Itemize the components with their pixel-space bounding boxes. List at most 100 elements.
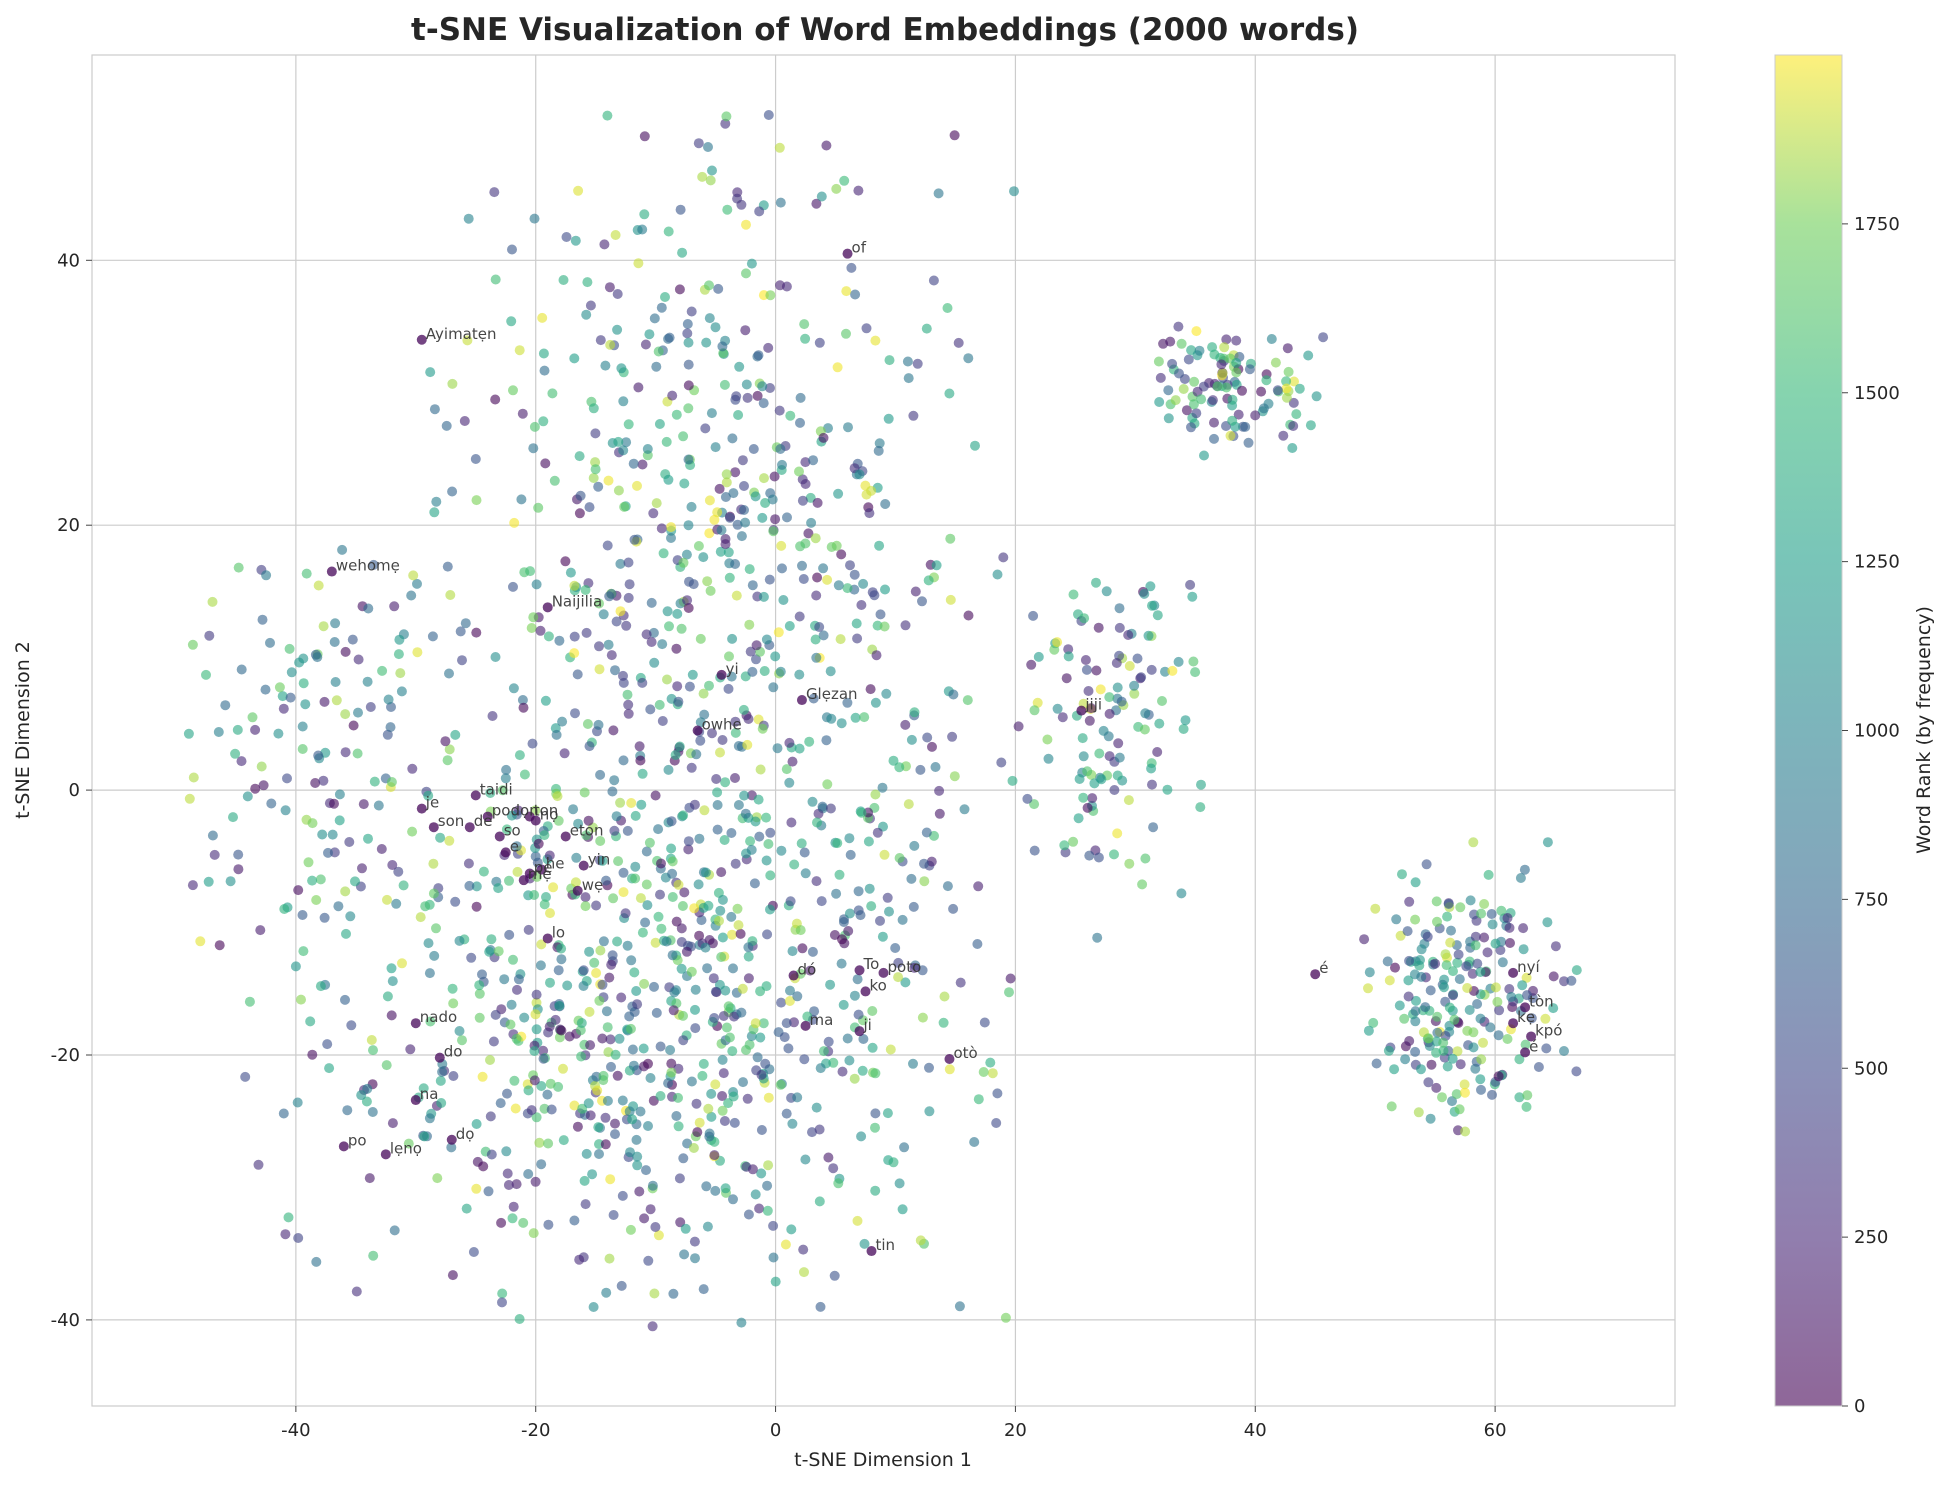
scatter-point <box>723 547 734 558</box>
scatter-point <box>1423 1033 1434 1044</box>
scatter-point <box>236 756 247 767</box>
scatter-point <box>702 1221 713 1232</box>
scatter-point <box>698 902 709 913</box>
scatter-point <box>366 1035 377 1045</box>
scatter-point <box>1550 941 1561 952</box>
scatter-point <box>656 523 667 534</box>
scatter-point <box>610 665 620 676</box>
scatter-point <box>817 801 828 812</box>
labeled-point <box>542 933 553 944</box>
scatter-point <box>298 653 309 664</box>
scatter-point <box>536 1159 547 1170</box>
scatter-point <box>871 650 882 661</box>
scatter-point <box>900 620 911 631</box>
scatter-point <box>942 881 953 892</box>
scatter-point <box>616 992 627 1003</box>
scatter-point <box>369 776 380 787</box>
scatter-point <box>730 559 741 569</box>
word-label: nado <box>420 1008 457 1026</box>
scatter-point <box>1420 1002 1431 1013</box>
scatter-point <box>811 652 822 663</box>
scatter-point <box>908 410 919 421</box>
scatter-point <box>775 444 786 454</box>
scatter-point <box>501 764 512 775</box>
word-label: he <box>546 855 565 873</box>
scatter-point <box>340 994 350 1005</box>
scatter-point <box>678 557 689 568</box>
scatter-point <box>626 955 637 966</box>
scatter-point <box>699 709 710 720</box>
scatter-point <box>1391 914 1402 925</box>
scatter-point <box>1288 421 1299 431</box>
scatter-point <box>774 142 785 153</box>
scatter-point <box>741 1161 752 1172</box>
scatter-point <box>656 302 667 313</box>
scatter-point <box>213 727 224 737</box>
scatter-point <box>724 1032 735 1043</box>
word-label: dọ <box>456 1125 475 1143</box>
scatter-point <box>296 994 306 1005</box>
scatter-point <box>666 1058 677 1069</box>
scatter-point <box>398 880 409 891</box>
labeled-point <box>326 566 337 577</box>
scatter-point <box>588 473 599 483</box>
scatter-point <box>634 741 645 752</box>
scatter-point <box>735 928 746 939</box>
scatter-point <box>595 335 606 346</box>
scatter-point <box>754 206 765 217</box>
scatter-point <box>850 289 861 300</box>
scatter-point <box>816 896 827 907</box>
scatter-point <box>636 799 647 810</box>
scatter-point <box>255 925 266 936</box>
scatter-point <box>623 699 634 710</box>
scatter-point <box>545 908 555 919</box>
scatter-point <box>1496 905 1507 916</box>
scatter-point <box>849 1073 860 1084</box>
scatter-point <box>595 836 606 846</box>
scatter-point <box>536 1081 547 1091</box>
scatter-point <box>523 1169 534 1179</box>
scatter-point <box>624 579 635 590</box>
scatter-point <box>230 748 241 759</box>
scatter-point <box>408 570 419 581</box>
scatter-point <box>725 512 735 523</box>
scatter-point <box>1410 1016 1421 1027</box>
scatter-point <box>486 1149 497 1160</box>
scatter-point <box>1163 385 1174 396</box>
word-label: dó <box>798 961 817 979</box>
scatter-point <box>713 283 724 294</box>
scatter-point <box>340 646 351 657</box>
scatter-point <box>601 1287 612 1298</box>
scatter-point <box>765 904 775 915</box>
scatter-point <box>203 876 214 887</box>
scatter-point <box>1502 913 1513 923</box>
scatter-point <box>1052 637 1063 648</box>
scatter-point <box>870 1185 881 1196</box>
scatter-point <box>649 657 660 668</box>
scatter-point <box>694 930 705 941</box>
labeled-point <box>380 1149 391 1160</box>
scatter-point <box>681 946 692 957</box>
scatter-point <box>637 768 648 779</box>
scatter-point <box>444 744 455 755</box>
scatter-point <box>429 507 440 518</box>
labeled-point <box>416 803 427 814</box>
scatter-point <box>364 1173 375 1184</box>
word-label: son <box>438 812 465 830</box>
scatter-point <box>1083 686 1094 696</box>
scatter-point <box>1505 938 1515 948</box>
scatter-point <box>756 1125 767 1135</box>
scatter-point <box>654 419 665 429</box>
scatter-point <box>1287 443 1298 453</box>
scatter-point <box>653 824 664 835</box>
scatter-point <box>743 942 754 953</box>
scatter-point <box>1497 957 1508 968</box>
scatter-point <box>1519 864 1530 875</box>
scatter-point <box>643 1121 653 1131</box>
scatter-point <box>1026 659 1037 670</box>
scatter-point <box>324 1063 335 1074</box>
word-label: To <box>863 955 880 973</box>
scatter-point <box>504 875 514 886</box>
labeled-point <box>410 1095 421 1106</box>
